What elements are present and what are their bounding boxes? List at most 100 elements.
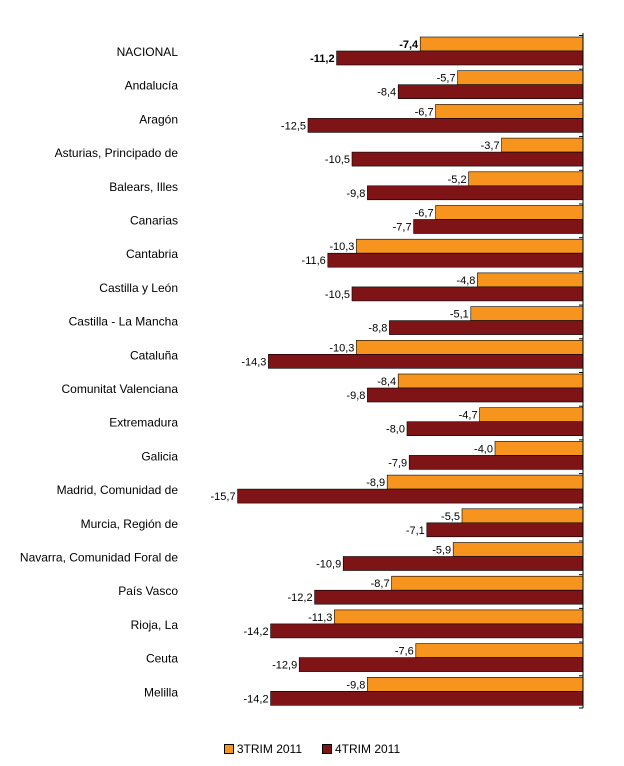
legend-item-3trim: 3TRIM 2011 bbox=[223, 742, 302, 756]
category-label: Canarias bbox=[130, 214, 178, 228]
bar-3trim bbox=[501, 137, 584, 153]
legend-item-4trim: 4TRIM 2011 bbox=[322, 742, 400, 756]
data-label: -11,3 bbox=[308, 612, 332, 624]
bar-4trim bbox=[367, 185, 584, 201]
bar-4trim bbox=[336, 50, 584, 66]
bar-3trim bbox=[397, 373, 584, 389]
bar-4trim bbox=[270, 690, 584, 706]
data-label: -15,7 bbox=[211, 491, 236, 503]
data-label: -6,7 bbox=[415, 106, 434, 118]
bar-4trim bbox=[342, 556, 584, 571]
bar-4trim bbox=[268, 353, 584, 369]
data-label: -9,8 bbox=[346, 679, 365, 691]
category-label: Cantabria bbox=[126, 247, 178, 261]
data-label: -12,9 bbox=[272, 660, 297, 672]
legend-label-3trim: 3TRIM 2011 bbox=[236, 742, 302, 756]
bar-3trim bbox=[367, 676, 584, 692]
bar-4trim bbox=[408, 455, 584, 470]
category-label: Castilla - La Mancha bbox=[69, 315, 179, 329]
bar-3trim bbox=[461, 508, 584, 524]
bar-4trim bbox=[413, 219, 584, 234]
category-label: Murcia, Región de bbox=[81, 517, 179, 531]
category-label: Cataluña bbox=[130, 348, 178, 362]
bar-4trim bbox=[406, 421, 584, 437]
data-label: -5,9 bbox=[432, 545, 451, 557]
data-label: -5,1 bbox=[450, 309, 469, 321]
bar-3trim bbox=[479, 407, 584, 423]
bar-3trim bbox=[457, 70, 584, 85]
category-label: Madrid, Comunidad de bbox=[57, 483, 179, 497]
data-label: -5,7 bbox=[437, 73, 456, 85]
data-label: -4,8 bbox=[456, 275, 475, 287]
category-label: Comunitat Valenciana bbox=[61, 382, 178, 396]
bar-3trim bbox=[356, 238, 584, 254]
bar-3trim bbox=[435, 205, 584, 220]
bar-3trim bbox=[470, 306, 584, 321]
bar-3trim bbox=[435, 104, 584, 119]
bar-3trim bbox=[386, 474, 584, 490]
data-label: -11,2 bbox=[310, 53, 334, 65]
bar-4trim bbox=[351, 286, 584, 302]
data-label: -5,5 bbox=[441, 511, 460, 523]
bar-4trim bbox=[298, 657, 584, 672]
category-axis bbox=[579, 33, 584, 709]
category-label: Aragón bbox=[139, 112, 178, 126]
category-label: Extremadura bbox=[109, 416, 178, 430]
category-label: Andalucía bbox=[125, 79, 179, 93]
data-label: -4,0 bbox=[474, 443, 493, 455]
bar-3trim bbox=[419, 36, 584, 52]
bar-4trim bbox=[237, 488, 584, 504]
data-label: -8,4 bbox=[377, 87, 396, 99]
data-label: -5,2 bbox=[448, 174, 467, 186]
data-label: -7,4 bbox=[399, 39, 419, 51]
bars-group bbox=[237, 36, 584, 706]
data-label: -10,3 bbox=[329, 342, 354, 354]
category-label: Asturias, Principado de bbox=[55, 146, 179, 160]
data-label: -8,4 bbox=[377, 376, 396, 388]
legend: 3TRIM 2011 4TRIM 2011 bbox=[0, 742, 624, 756]
data-label: -7,7 bbox=[393, 222, 412, 234]
legend-swatch-4trim bbox=[322, 744, 332, 754]
data-label: -6,7 bbox=[415, 208, 434, 220]
bar-4trim bbox=[367, 387, 584, 403]
data-label: -10,3 bbox=[329, 241, 354, 253]
data-label: -14,2 bbox=[244, 693, 269, 705]
bar-4trim bbox=[314, 589, 584, 605]
legend-label-4trim: 4TRIM 2011 bbox=[335, 742, 401, 756]
category-label: País Vasco bbox=[118, 584, 178, 598]
category-label: Rioja, La bbox=[131, 618, 179, 632]
bar-3trim bbox=[452, 542, 584, 557]
data-label: -10,5 bbox=[325, 289, 350, 301]
data-label: -12,5 bbox=[281, 120, 306, 132]
data-label: -8,0 bbox=[386, 424, 405, 436]
bar-3trim bbox=[415, 643, 584, 658]
category-label: Ceuta bbox=[146, 652, 178, 666]
bar-3trim bbox=[468, 171, 584, 187]
bar-3trim bbox=[334, 609, 584, 625]
bar-3trim bbox=[391, 575, 584, 591]
bar-3trim bbox=[494, 441, 584, 456]
data-label: -4,7 bbox=[459, 410, 478, 422]
data-label: -7,6 bbox=[395, 646, 414, 658]
legend-swatch-3trim bbox=[223, 744, 234, 754]
data-label: -12,2 bbox=[288, 592, 313, 604]
category-label: Navarra, Comunidad Foral de bbox=[20, 551, 178, 565]
bar-4trim bbox=[426, 522, 584, 538]
bar-4trim bbox=[327, 252, 584, 268]
bar-4trim bbox=[389, 320, 584, 335]
data-label: -14,2 bbox=[244, 626, 269, 638]
data-label: -9,8 bbox=[346, 390, 365, 402]
bar-4trim bbox=[397, 84, 584, 99]
bar-3trim bbox=[477, 272, 584, 288]
bar-4trim bbox=[351, 151, 584, 167]
data-label: -10,9 bbox=[316, 559, 341, 571]
data-label: -14,3 bbox=[241, 356, 266, 368]
data-label: -9,8 bbox=[346, 188, 365, 200]
category-label: Balears, Illes bbox=[109, 180, 178, 194]
data-label: -11,6 bbox=[302, 255, 326, 267]
category-label: Castilla y León bbox=[99, 281, 178, 295]
data-label: -8,7 bbox=[371, 578, 390, 590]
category-label: NACIONAL bbox=[117, 45, 179, 59]
bar-4trim bbox=[307, 118, 584, 133]
